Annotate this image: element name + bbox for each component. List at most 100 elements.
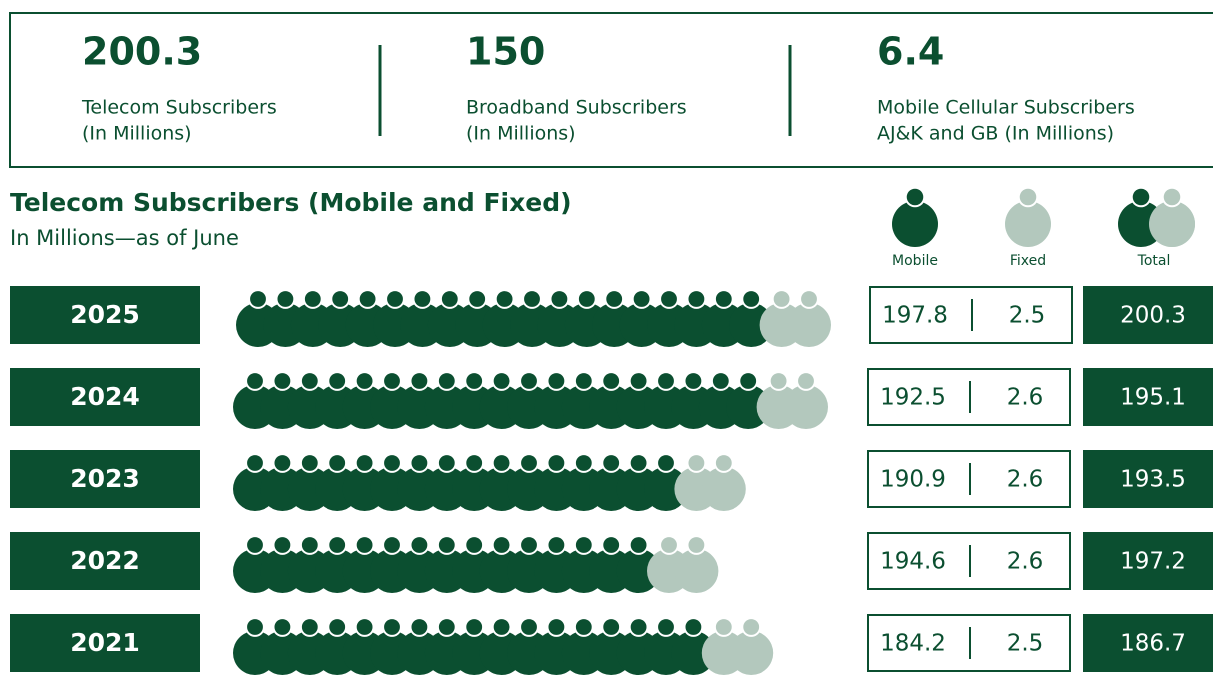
icon-head: [578, 291, 595, 307]
icon-head: [575, 619, 592, 635]
year-box: [10, 286, 200, 344]
icon-body: [787, 303, 831, 347]
total-value: 195.1: [1120, 385, 1186, 411]
total-box: [1083, 532, 1213, 590]
icon-body: [671, 631, 716, 675]
icon-head: [301, 537, 318, 553]
icon-head: [633, 291, 650, 307]
icon-head: [715, 619, 732, 635]
icon-head: [356, 537, 373, 553]
legend-label: Fixed: [1010, 253, 1046, 269]
icon-head: [603, 619, 620, 635]
year: 2022: [70, 546, 140, 575]
total-box: [1083, 450, 1213, 508]
icon-head: [414, 291, 431, 307]
icon-body: [726, 385, 771, 429]
icon-head: [329, 455, 346, 471]
icon-head: [524, 291, 540, 307]
icon-head: [658, 373, 674, 389]
icon-head: [274, 373, 291, 389]
section-subtitle: In Millions—as of June: [10, 226, 239, 250]
icon-head: [496, 291, 513, 307]
icon-head: [521, 373, 537, 389]
stat-label: Telecom Subscribers: [81, 97, 277, 119]
icon-head: [356, 455, 373, 471]
icon-head: [301, 619, 318, 635]
icon-head: [743, 291, 760, 307]
year-box: [10, 614, 200, 672]
icon-head: [304, 291, 321, 307]
icon-head: [466, 455, 483, 471]
icon-head: [548, 455, 565, 471]
icon-head: [438, 619, 455, 635]
icon-head: [603, 455, 620, 471]
icon-head: [387, 291, 403, 307]
icon-head: [548, 537, 565, 553]
icon-head: [661, 291, 677, 307]
mobile-value: 190.9: [880, 467, 946, 493]
icon-head: [411, 619, 428, 635]
icon-head: [438, 373, 455, 389]
icon-head: [329, 537, 346, 553]
icon-head: [493, 455, 510, 471]
icon-head: [606, 291, 623, 307]
icon-head: [329, 373, 346, 389]
total-box: [1083, 614, 1213, 672]
icon-body: [674, 549, 719, 593]
icon-head: [743, 619, 760, 635]
total-value: 197.2: [1120, 549, 1186, 575]
icon-head: [1132, 188, 1150, 206]
year-box: [10, 450, 200, 508]
icon-head: [798, 373, 814, 389]
icon-head: [411, 537, 428, 553]
icon-head: [688, 291, 705, 307]
icon-head: [466, 373, 483, 389]
stat-label: Mobile Cellular Subscribers: [877, 97, 1135, 119]
icon-head: [603, 537, 620, 553]
icon-head: [603, 373, 620, 389]
total-value: 186.7: [1120, 631, 1186, 657]
icon-head: [630, 619, 647, 635]
icon-head: [685, 619, 702, 635]
total-box: [1083, 286, 1213, 344]
icon-head: [247, 619, 263, 635]
icon-head: [575, 455, 592, 471]
icon-head: [438, 455, 455, 471]
icon-head: [630, 455, 647, 471]
icon-body: [1149, 201, 1195, 247]
icon-head: [906, 188, 924, 206]
icon-head: [521, 455, 537, 471]
icon-head: [466, 537, 483, 553]
stat-label: Broadband Subscribers: [466, 97, 687, 119]
stat-value: 200.3: [82, 30, 202, 74]
icon-head: [250, 291, 266, 307]
fixed-value: 2.5: [1007, 631, 1044, 657]
icon-body: [892, 201, 938, 247]
icon-body: [784, 385, 828, 429]
year-box: [10, 368, 200, 426]
icon-head: [438, 537, 455, 553]
icon-head: [715, 291, 732, 307]
icon-head: [548, 619, 565, 635]
icon-head: [521, 619, 537, 635]
mobile-value: 197.8: [882, 303, 948, 329]
stat-unit: (In Millions): [82, 123, 192, 145]
year: 2023: [70, 464, 140, 493]
icon-head: [575, 537, 592, 553]
legend-label: Total: [1137, 253, 1171, 269]
icon-head: [277, 291, 294, 307]
icon-head: [247, 373, 263, 389]
icon-body: [729, 631, 774, 675]
icon-body: [616, 549, 661, 593]
icon-head: [685, 373, 702, 389]
icon-head: [548, 373, 565, 389]
icon-head: [274, 537, 291, 553]
icon-head: [274, 455, 291, 471]
icon-body: [701, 467, 746, 511]
stat-value: 6.4: [877, 30, 944, 74]
legend-label: Mobile: [892, 253, 938, 269]
icon-head: [466, 619, 483, 635]
icon-head: [356, 373, 373, 389]
icon-head: [411, 455, 428, 471]
icon-body: [1005, 201, 1051, 247]
